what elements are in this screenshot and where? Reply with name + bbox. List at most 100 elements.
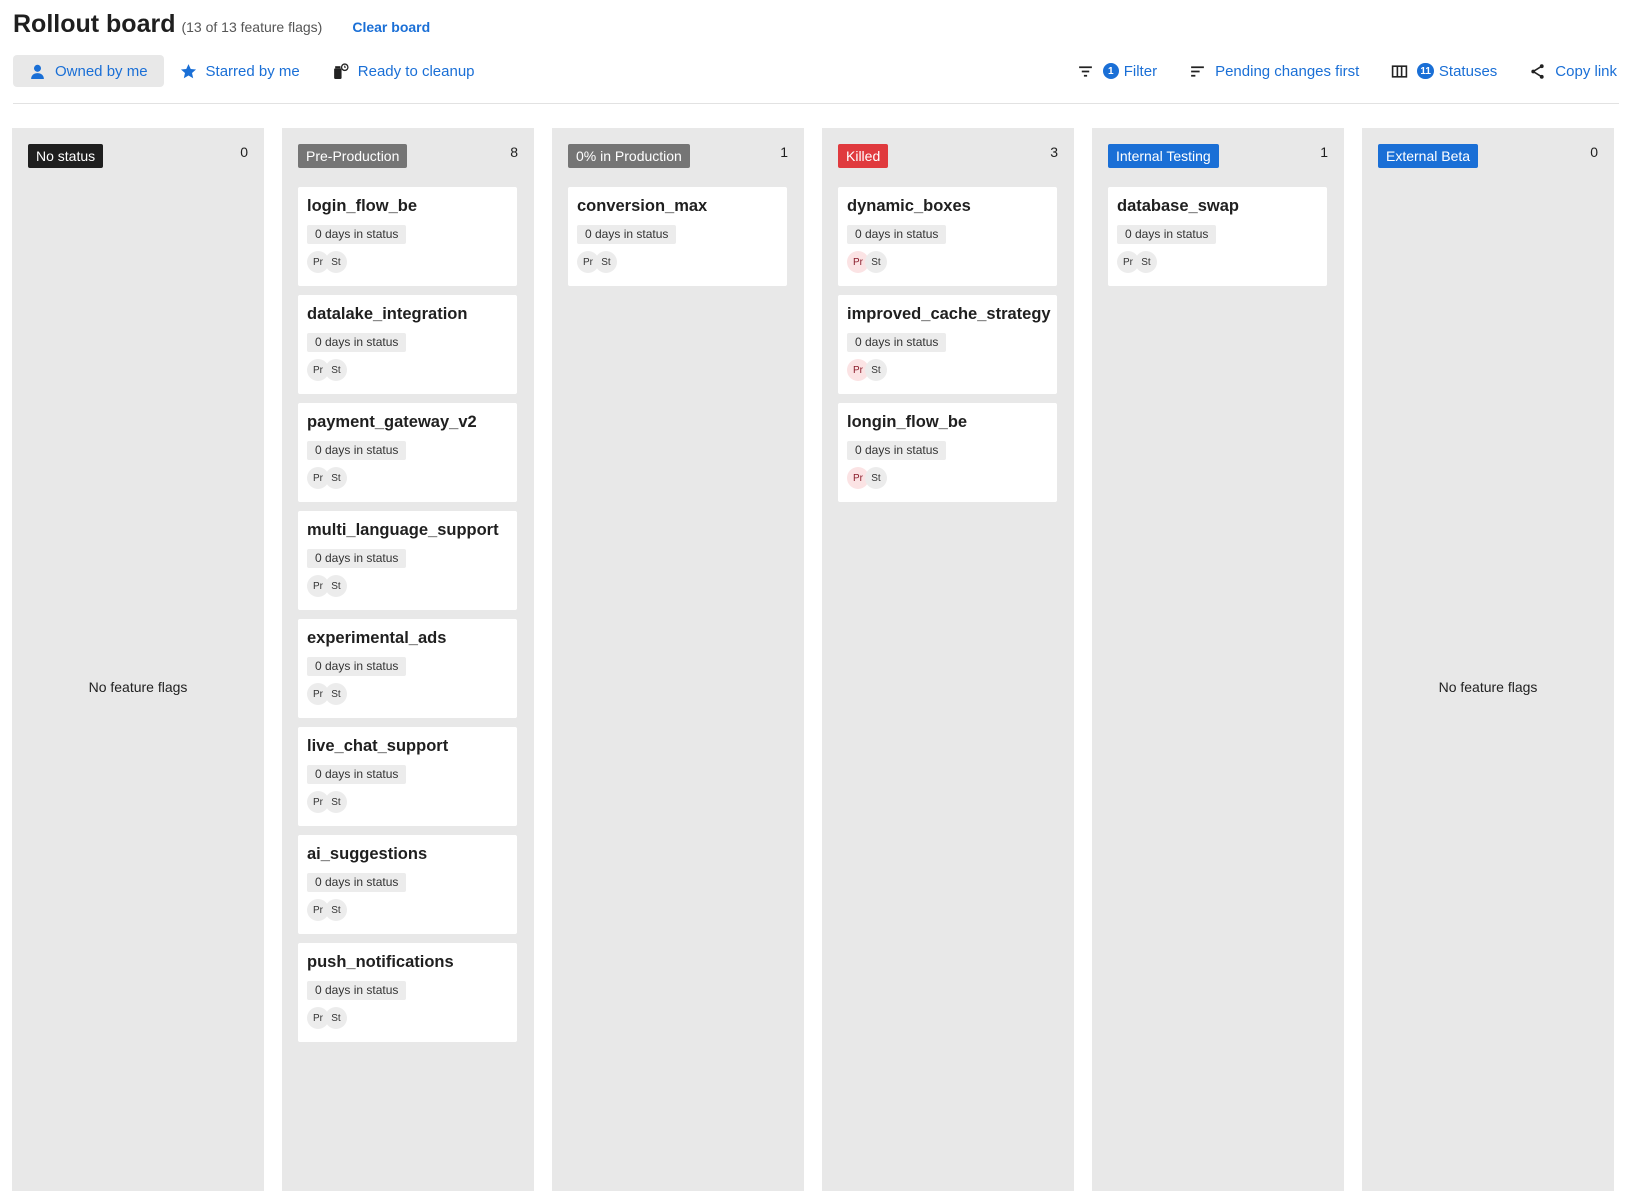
- filter-label: Filter: [1123, 62, 1158, 80]
- toolbar: Owned by me Starred by me Ready to clean…: [13, 55, 1619, 87]
- avatar: Pr: [847, 359, 869, 381]
- clear-board-link[interactable]: Clear board: [352, 19, 431, 35]
- sort-button[interactable]: Pending changes first: [1173, 55, 1375, 87]
- flag-name[interactable]: improved_cache_strategy: [847, 305, 1051, 323]
- column-count: 0: [1590, 144, 1598, 160]
- avatar: St: [1135, 251, 1157, 273]
- starred-by-me-button[interactable]: Starred by me: [164, 55, 316, 87]
- days-in-status: 0 days in status: [847, 441, 947, 460]
- feature-flag-card[interactable]: conversion_max 0 days in status Pr St: [568, 187, 787, 286]
- days-in-status: 0 days in status: [577, 225, 677, 244]
- status-badge[interactable]: No status: [28, 144, 104, 168]
- statuses-button[interactable]: 11 Statuses: [1375, 55, 1513, 87]
- statuses-label: Statuses: [1438, 62, 1498, 80]
- column-count: 1: [780, 144, 788, 160]
- ready-to-cleanup-button[interactable]: Ready to cleanup: [316, 55, 491, 87]
- column-killed: Killed 3 dynamic_boxes 0 days in status …: [822, 128, 1074, 1191]
- flag-name[interactable]: login_flow_be: [307, 197, 418, 215]
- column-count: 1: [1320, 144, 1328, 160]
- days-in-status: 0 days in status: [307, 873, 407, 892]
- status-badge[interactable]: Pre-Production: [298, 144, 408, 168]
- flag-name[interactable]: push_notifications: [307, 953, 454, 971]
- page-title: Rollout board: [13, 10, 176, 38]
- ready-to-cleanup-label: Ready to cleanup: [357, 62, 475, 80]
- status-badge[interactable]: External Beta: [1378, 144, 1479, 168]
- feature-flag-card[interactable]: dynamic_boxes 0 days in status Pr St: [838, 187, 1057, 286]
- avatar: St: [595, 251, 617, 273]
- days-in-status: 0 days in status: [307, 549, 407, 568]
- filter-icon: [1078, 65, 1092, 77]
- copy-link-button[interactable]: Copy link: [1513, 55, 1619, 87]
- days-in-status: 0 days in status: [1117, 225, 1217, 244]
- column-no-status: No status 0 No feature flags: [12, 128, 264, 1191]
- filter-button[interactable]: 1 Filter: [1061, 55, 1173, 87]
- column-header: Pre-Production 8: [298, 144, 518, 168]
- flag-name[interactable]: payment_gateway_v2: [307, 413, 477, 431]
- avatar: St: [325, 683, 347, 705]
- header-divider: [13, 103, 1619, 104]
- avatar: St: [865, 251, 887, 273]
- avatar: Pr: [307, 359, 329, 381]
- column-count: 8: [510, 144, 518, 160]
- flag-name[interactable]: datalake_integration: [307, 305, 468, 323]
- environment-avatars: Pr St: [307, 575, 347, 597]
- avatar: Pr: [1117, 251, 1139, 273]
- empty-message: No feature flags: [1438, 679, 1538, 695]
- feature-flag-card[interactable]: improved_cache_strategy 0 days in status…: [838, 295, 1057, 394]
- status-badge[interactable]: Killed: [838, 144, 889, 168]
- column-count: 3: [1050, 144, 1058, 160]
- feature-flag-card[interactable]: database_swap 0 days in status Pr St: [1108, 187, 1327, 286]
- column-count: 0: [240, 144, 248, 160]
- avatar: St: [325, 251, 347, 273]
- environment-avatars: Pr St: [307, 467, 347, 489]
- flag-name[interactable]: multi_language_support: [307, 521, 499, 539]
- flag-name[interactable]: longin_flow_be: [847, 413, 968, 431]
- empty-message: No feature flags: [88, 679, 188, 695]
- flag-name[interactable]: ai_suggestions: [307, 845, 428, 863]
- share-icon: [1531, 63, 1544, 79]
- days-in-status: 0 days in status: [307, 981, 407, 1000]
- environment-avatars: Pr St: [847, 251, 887, 273]
- flag-name[interactable]: dynamic_boxes: [847, 197, 971, 215]
- feature-flag-card[interactable]: live_chat_support 0 days in status Pr St: [298, 727, 517, 826]
- feature-flag-card[interactable]: ai_suggestions 0 days in status Pr St: [298, 835, 517, 934]
- avatar: St: [325, 575, 347, 597]
- column-external-beta: External Beta 0 No feature flags: [1362, 128, 1614, 1191]
- environment-avatars: Pr St: [1117, 251, 1157, 273]
- feature-flag-card[interactable]: multi_language_support 0 days in status …: [298, 511, 517, 610]
- environment-avatars: Pr St: [307, 899, 347, 921]
- avatar: Pr: [307, 683, 329, 705]
- feature-flag-card[interactable]: longin_flow_be 0 days in status Pr St: [838, 403, 1057, 502]
- avatar: Pr: [307, 467, 329, 489]
- flag-count: (13 of 13 feature flags): [181, 19, 323, 35]
- environment-avatars: Pr St: [307, 683, 347, 705]
- columns-icon: [1392, 64, 1408, 78]
- copy-link-label: Copy link: [1555, 62, 1617, 80]
- flag-name[interactable]: live_chat_support: [307, 737, 449, 755]
- feature-flag-card[interactable]: datalake_integration 0 days in status Pr…: [298, 295, 517, 394]
- flag-name[interactable]: conversion_max: [577, 197, 708, 215]
- environment-avatars: Pr St: [307, 1007, 347, 1029]
- feature-flag-card[interactable]: push_notifications 0 days in status Pr S…: [298, 943, 517, 1042]
- environment-avatars: Pr St: [847, 467, 887, 489]
- owned-by-me-button[interactable]: Owned by me: [13, 55, 164, 87]
- feature-flag-card[interactable]: payment_gateway_v2 0 days in status Pr S…: [298, 403, 517, 502]
- avatar: St: [325, 899, 347, 921]
- days-in-status: 0 days in status: [307, 765, 407, 784]
- avatar: St: [325, 467, 347, 489]
- feature-flag-card[interactable]: login_flow_be 0 days in status Pr St: [298, 187, 517, 286]
- environment-avatars: Pr St: [307, 359, 347, 381]
- column-header: No status 0: [28, 144, 248, 168]
- feature-flag-card[interactable]: experimental_ads 0 days in status Pr St: [298, 619, 517, 718]
- flag-name[interactable]: experimental_ads: [307, 629, 447, 647]
- flag-name[interactable]: database_swap: [1117, 197, 1239, 215]
- sort-label: Pending changes first: [1215, 62, 1360, 80]
- avatar: Pr: [307, 1007, 329, 1029]
- status-badge[interactable]: Internal Testing: [1108, 144, 1219, 168]
- statuses-count-badge: 11: [1417, 63, 1434, 79]
- status-badge[interactable]: 0% in Production: [568, 144, 690, 168]
- avatar: St: [865, 467, 887, 489]
- days-in-status: 0 days in status: [307, 441, 407, 460]
- avatar: Pr: [847, 251, 869, 273]
- avatar: Pr: [577, 251, 599, 273]
